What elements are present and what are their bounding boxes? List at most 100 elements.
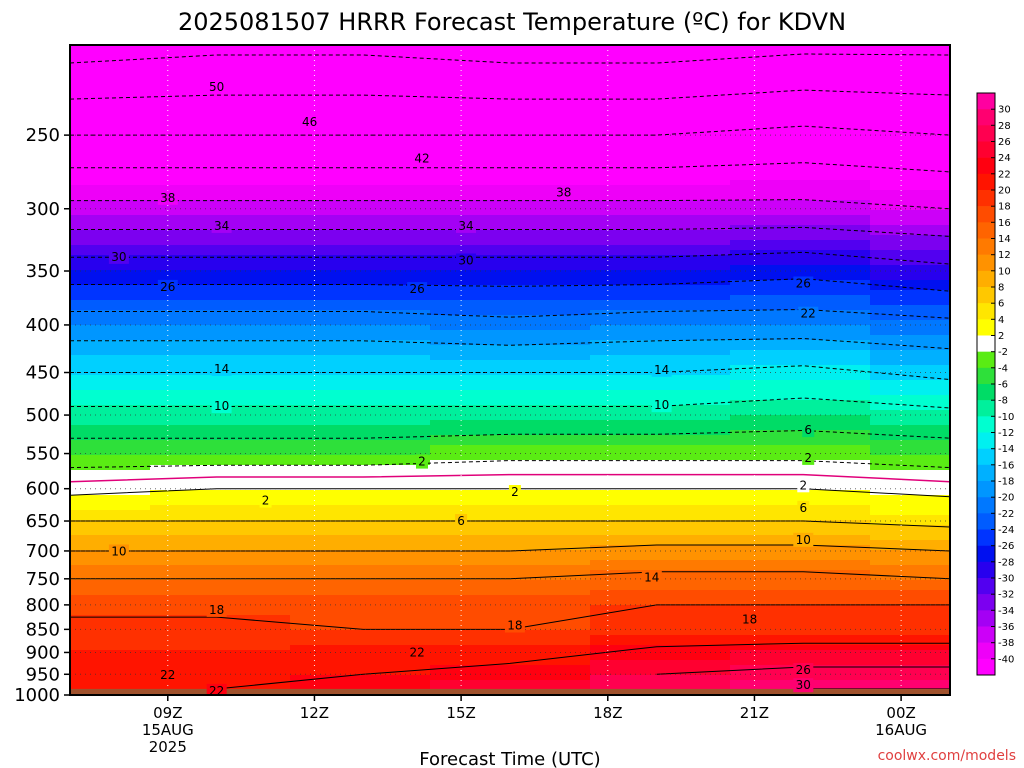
temperature-cell (730, 130, 751, 136)
temperature-cell (390, 415, 411, 421)
temperature-cell (350, 230, 371, 236)
temperature-cell (530, 215, 551, 221)
temperature-cell (350, 240, 371, 246)
temperature-cell (130, 410, 151, 416)
temperature-cell (290, 515, 311, 521)
temperature-cell (610, 655, 631, 661)
temperature-cell (290, 560, 311, 566)
temperature-cell (810, 265, 831, 271)
temperature-cell (410, 640, 431, 646)
temperature-cell (570, 610, 591, 616)
temperature-cell (710, 345, 731, 351)
temperature-cell (190, 490, 211, 496)
temperature-cell (390, 545, 411, 551)
temperature-cell (190, 615, 211, 621)
temperature-cell (310, 600, 331, 606)
temperature-cell (430, 535, 451, 541)
temperature-cell (470, 365, 491, 371)
temperature-cell (790, 80, 811, 86)
temperature-cell (150, 265, 171, 271)
temperature-cell (190, 530, 211, 536)
temperature-cell (630, 320, 651, 326)
temperature-cell (230, 495, 251, 501)
temperature-cell (650, 320, 671, 326)
temperature-cell (530, 210, 551, 216)
temperature-cell (770, 145, 791, 151)
temperature-cell (790, 105, 811, 111)
temperature-cell (670, 585, 691, 591)
temperature-cell (70, 405, 91, 411)
temperature-cell (130, 555, 151, 561)
temperature-cell (690, 625, 711, 631)
temperature-cell (570, 475, 591, 481)
temperature-cell (770, 220, 791, 226)
temperature-cell (570, 255, 591, 261)
temperature-cell (450, 45, 471, 51)
temperature-cell (810, 220, 831, 226)
temperature-cell (810, 415, 831, 421)
temperature-cell (250, 330, 271, 336)
temperature-cell (470, 530, 491, 536)
temperature-cell (750, 395, 771, 401)
temperature-cell (310, 225, 331, 231)
temperature-cell (470, 460, 491, 466)
temperature-cell (710, 375, 731, 381)
temperature-cell (750, 685, 771, 691)
temperature-cell (330, 545, 351, 551)
temperature-cell (150, 365, 171, 371)
temperature-cell (130, 295, 151, 301)
temperature-cell (590, 420, 611, 426)
temperature-cell (470, 185, 491, 191)
temperature-cell (250, 55, 271, 61)
temperature-cell (350, 275, 371, 281)
temperature-cell (230, 485, 251, 491)
temperature-cell (570, 300, 591, 306)
temperature-cell (510, 470, 531, 476)
temperature-cell (450, 480, 471, 486)
temperature-cell (630, 445, 651, 451)
temperature-cell (170, 75, 191, 81)
temperature-cell (630, 465, 651, 471)
temperature-cell (390, 555, 411, 561)
temperature-cell (150, 65, 171, 71)
temperature-cell (310, 325, 331, 331)
temperature-cell (570, 445, 591, 451)
temperature-cell (450, 200, 471, 206)
temperature-cell (130, 220, 151, 226)
temperature-cell (750, 205, 771, 211)
temperature-cell (230, 120, 251, 126)
temperature-cell (430, 425, 451, 431)
temperature-cell (770, 310, 791, 316)
temperature-cell (450, 680, 471, 686)
temperature-cell (470, 495, 491, 501)
temperature-cell (90, 400, 111, 406)
temperature-cell (410, 540, 431, 546)
temperature-cell (90, 170, 111, 176)
temperature-cell (90, 310, 111, 316)
temperature-cell (650, 225, 671, 231)
temperature-cell (770, 350, 791, 356)
temperature-cell (90, 355, 111, 361)
temperature-cell (710, 360, 731, 366)
temperature-cell (530, 120, 551, 126)
temperature-cell (510, 545, 531, 551)
temperature-cell (630, 380, 651, 386)
temperature-cell (750, 510, 771, 516)
temperature-cell (230, 245, 251, 251)
temperature-cell (70, 195, 91, 201)
temperature-cell (350, 535, 371, 541)
temperature-cell (430, 505, 451, 511)
temperature-cell (190, 620, 211, 626)
temperature-cell (350, 425, 371, 431)
temperature-cell (570, 530, 591, 536)
temperature-cell (450, 320, 471, 326)
temperature-cell (230, 610, 251, 616)
temperature-cell (630, 215, 651, 221)
temperature-cell (450, 510, 471, 516)
temperature-cell (470, 480, 491, 486)
temperature-cell (210, 245, 231, 251)
temperature-cell (310, 335, 331, 341)
temperature-cell (370, 545, 391, 551)
temperature-cell (430, 460, 451, 466)
temperature-cell (190, 400, 211, 406)
